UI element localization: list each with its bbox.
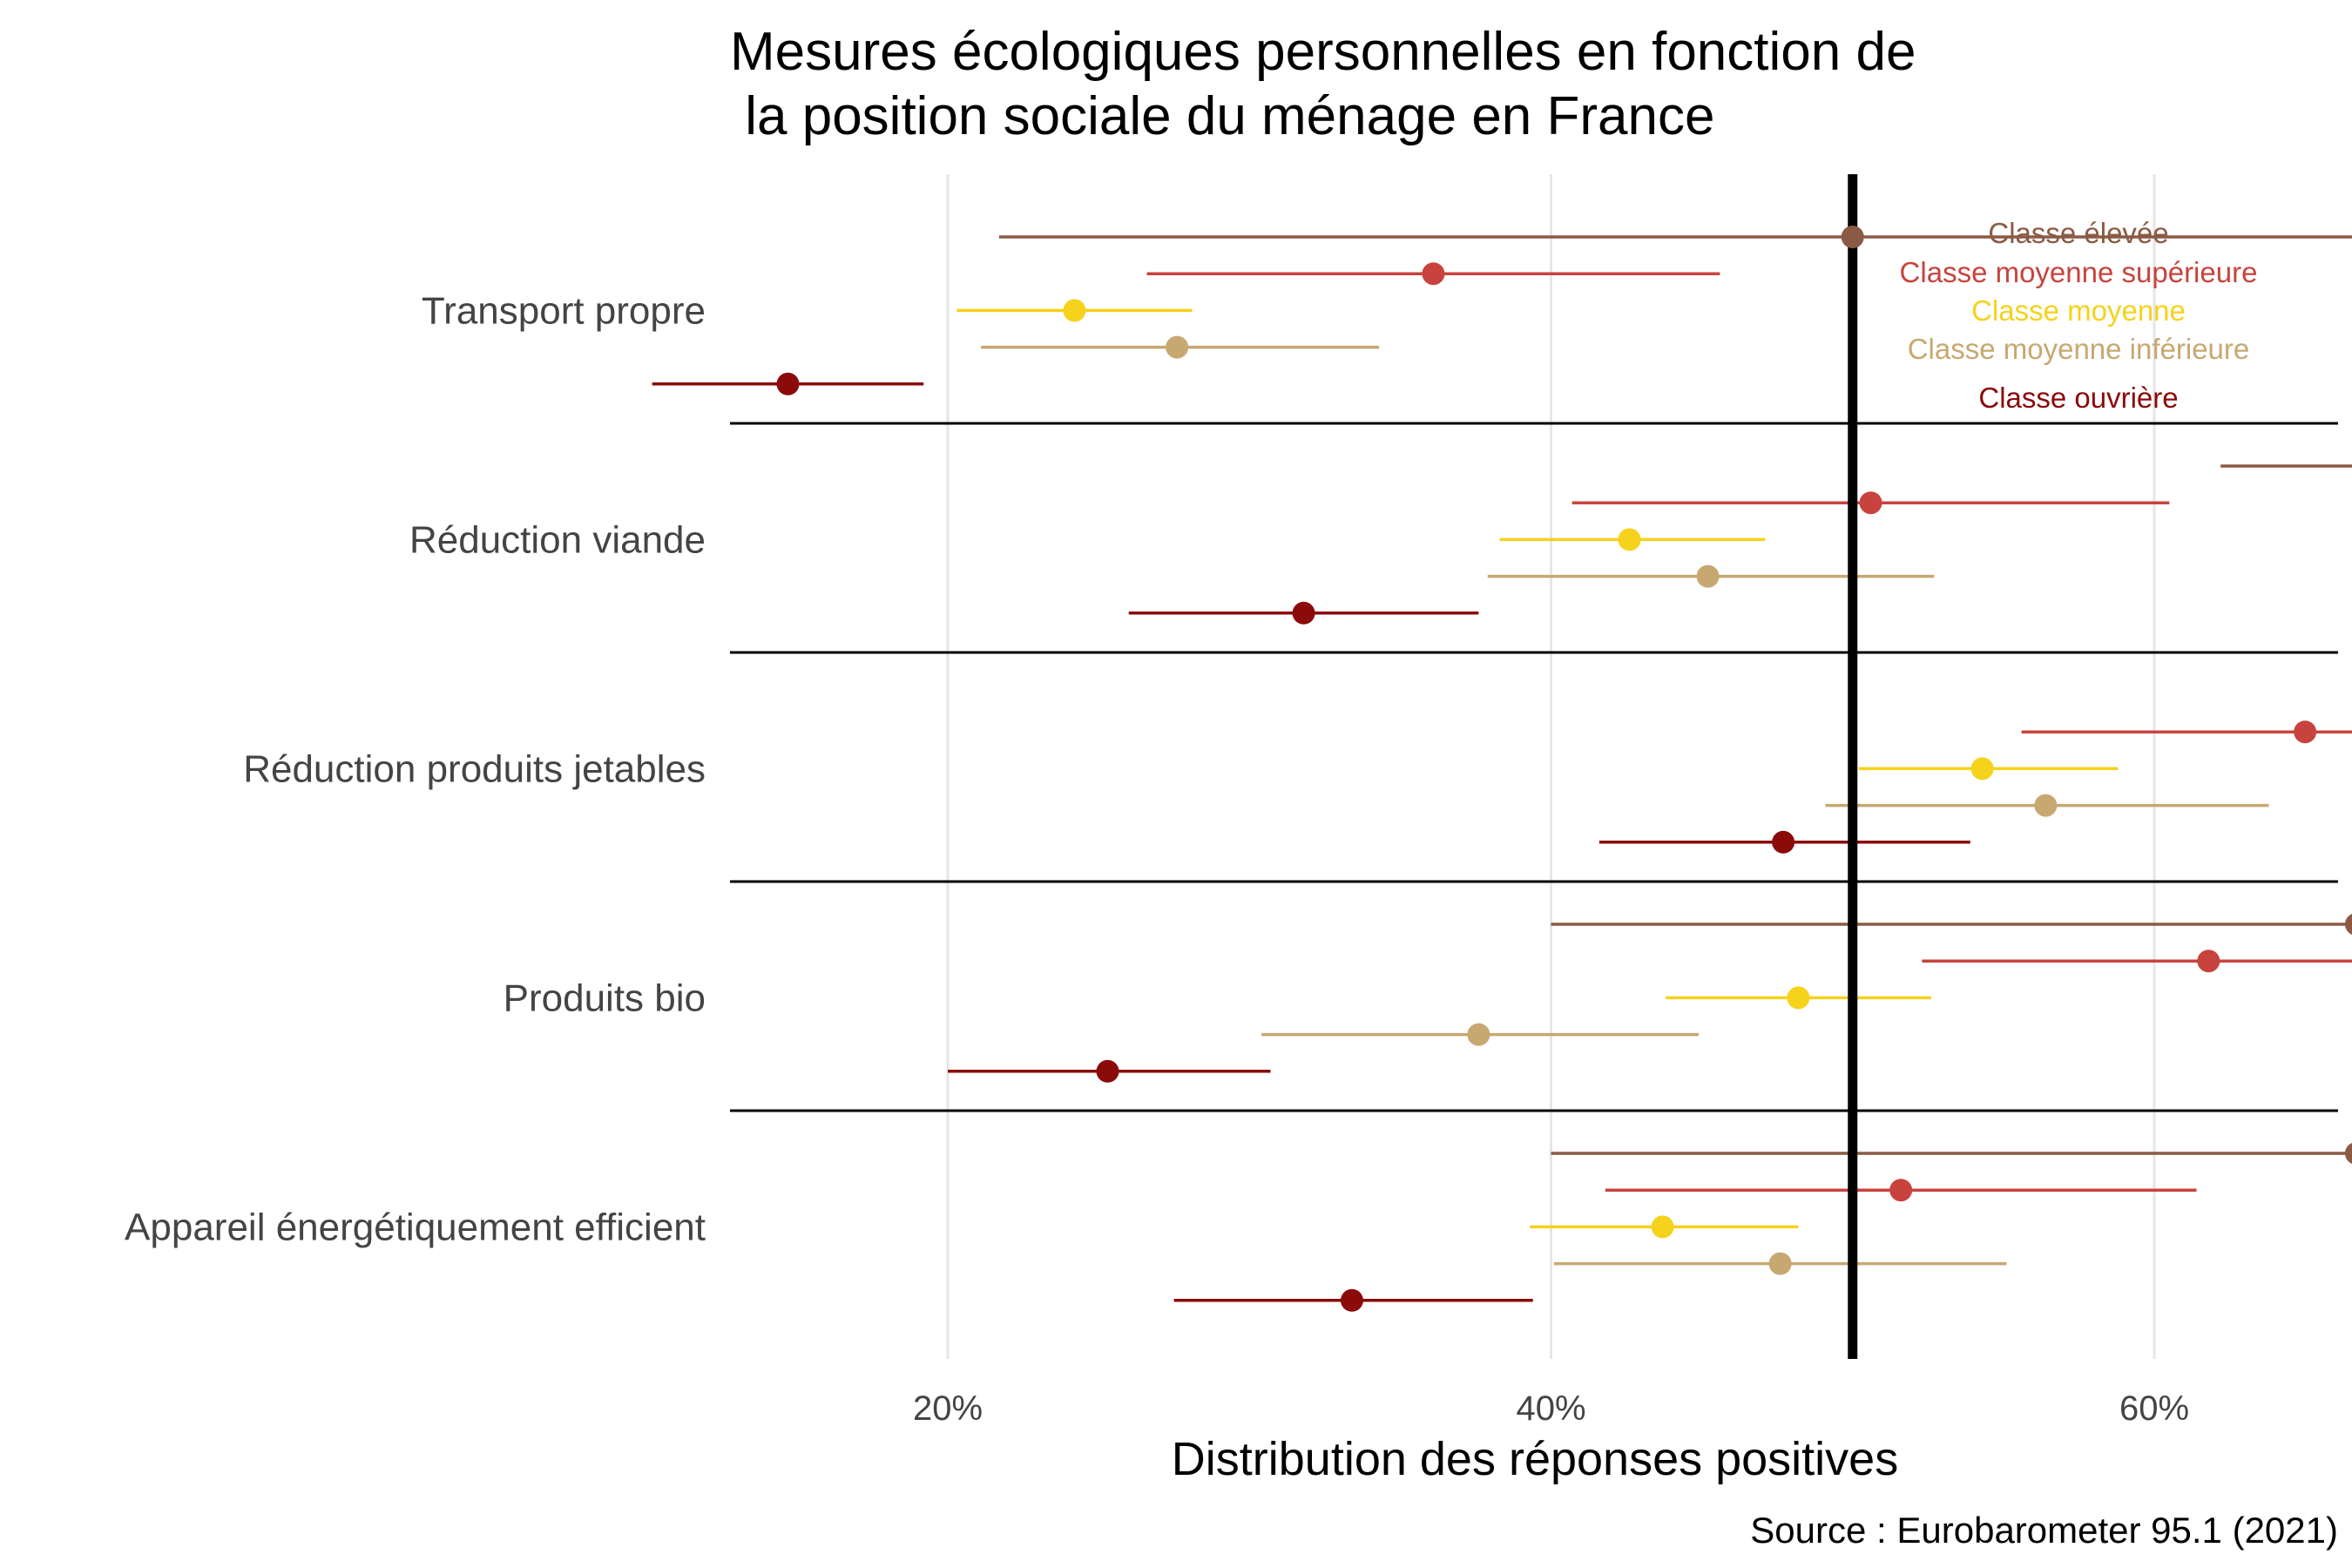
data-point [2034, 794, 2058, 817]
data-point [1772, 830, 1795, 854]
data-point [1970, 757, 1994, 781]
data-point [1618, 528, 1641, 551]
legend: Classe élevée Classe moyenne supérieure Cl… [1900, 217, 2258, 414]
data-point [1768, 1252, 1792, 1275]
x-axis-title: Distribution des réponses positives [1172, 1433, 1898, 1485]
data-point [2197, 950, 2220, 973]
data-point [2344, 1142, 2352, 1165]
data-marks [652, 235, 2352, 1302]
data-point [1859, 491, 1882, 515]
legend-entry: Classe ouvrière [1978, 382, 2178, 414]
category-label: Transport propre [422, 289, 706, 332]
x-tick-label: 60% [2119, 1389, 2189, 1428]
x-tick-labels: 20%40%60%80%100% [913, 1389, 2189, 1428]
legend-entry: Classe moyenne supérieure [1900, 256, 2258, 288]
category-label: Réduction viande [409, 518, 706, 561]
data-point [1063, 299, 1086, 322]
category-label: Appareil énergétiquement efficient [125, 1206, 706, 1248]
data-point [2344, 913, 2352, 936]
data-point [1467, 1023, 1490, 1046]
legend-entry: Classe moyenne inférieure [1908, 333, 2250, 365]
category-label: Réduction produits jetables [243, 747, 706, 790]
legend-entry: Classe élevée [1988, 217, 2168, 249]
source-caption: Source : Eurobarometer 95.1 (2021) [1750, 1510, 2338, 1551]
data-point [1340, 1288, 1363, 1312]
data-point [1696, 564, 1720, 588]
data-point [1787, 986, 1810, 1010]
x-tick-label: 20% [913, 1389, 983, 1428]
data-point [1096, 1059, 1119, 1083]
data-point [776, 372, 800, 395]
data-point [1166, 335, 1189, 359]
category-labels: Transport propre Réduction viande Réductio… [125, 289, 706, 1248]
data-point [1841, 226, 1864, 248]
data-point [2294, 720, 2317, 744]
x-tick-label: 40% [1516, 1389, 1585, 1428]
data-point [1422, 262, 1445, 286]
group-separators [730, 422, 2338, 1112]
chart-title-line-1: Mesures écologiques personnelles en fonc… [730, 22, 1916, 82]
chart-title-line-2: la position sociale du ménage en France [730, 86, 1714, 146]
data-point [1292, 601, 1315, 625]
data-point [1889, 1179, 1913, 1202]
gridlines [946, 174, 2156, 1359]
data-point [1651, 1215, 1674, 1239]
data-points [776, 226, 2352, 1312]
legend-entry: Classe moyenne [1971, 294, 2186, 327]
category-label: Produits bio [504, 977, 706, 1019]
